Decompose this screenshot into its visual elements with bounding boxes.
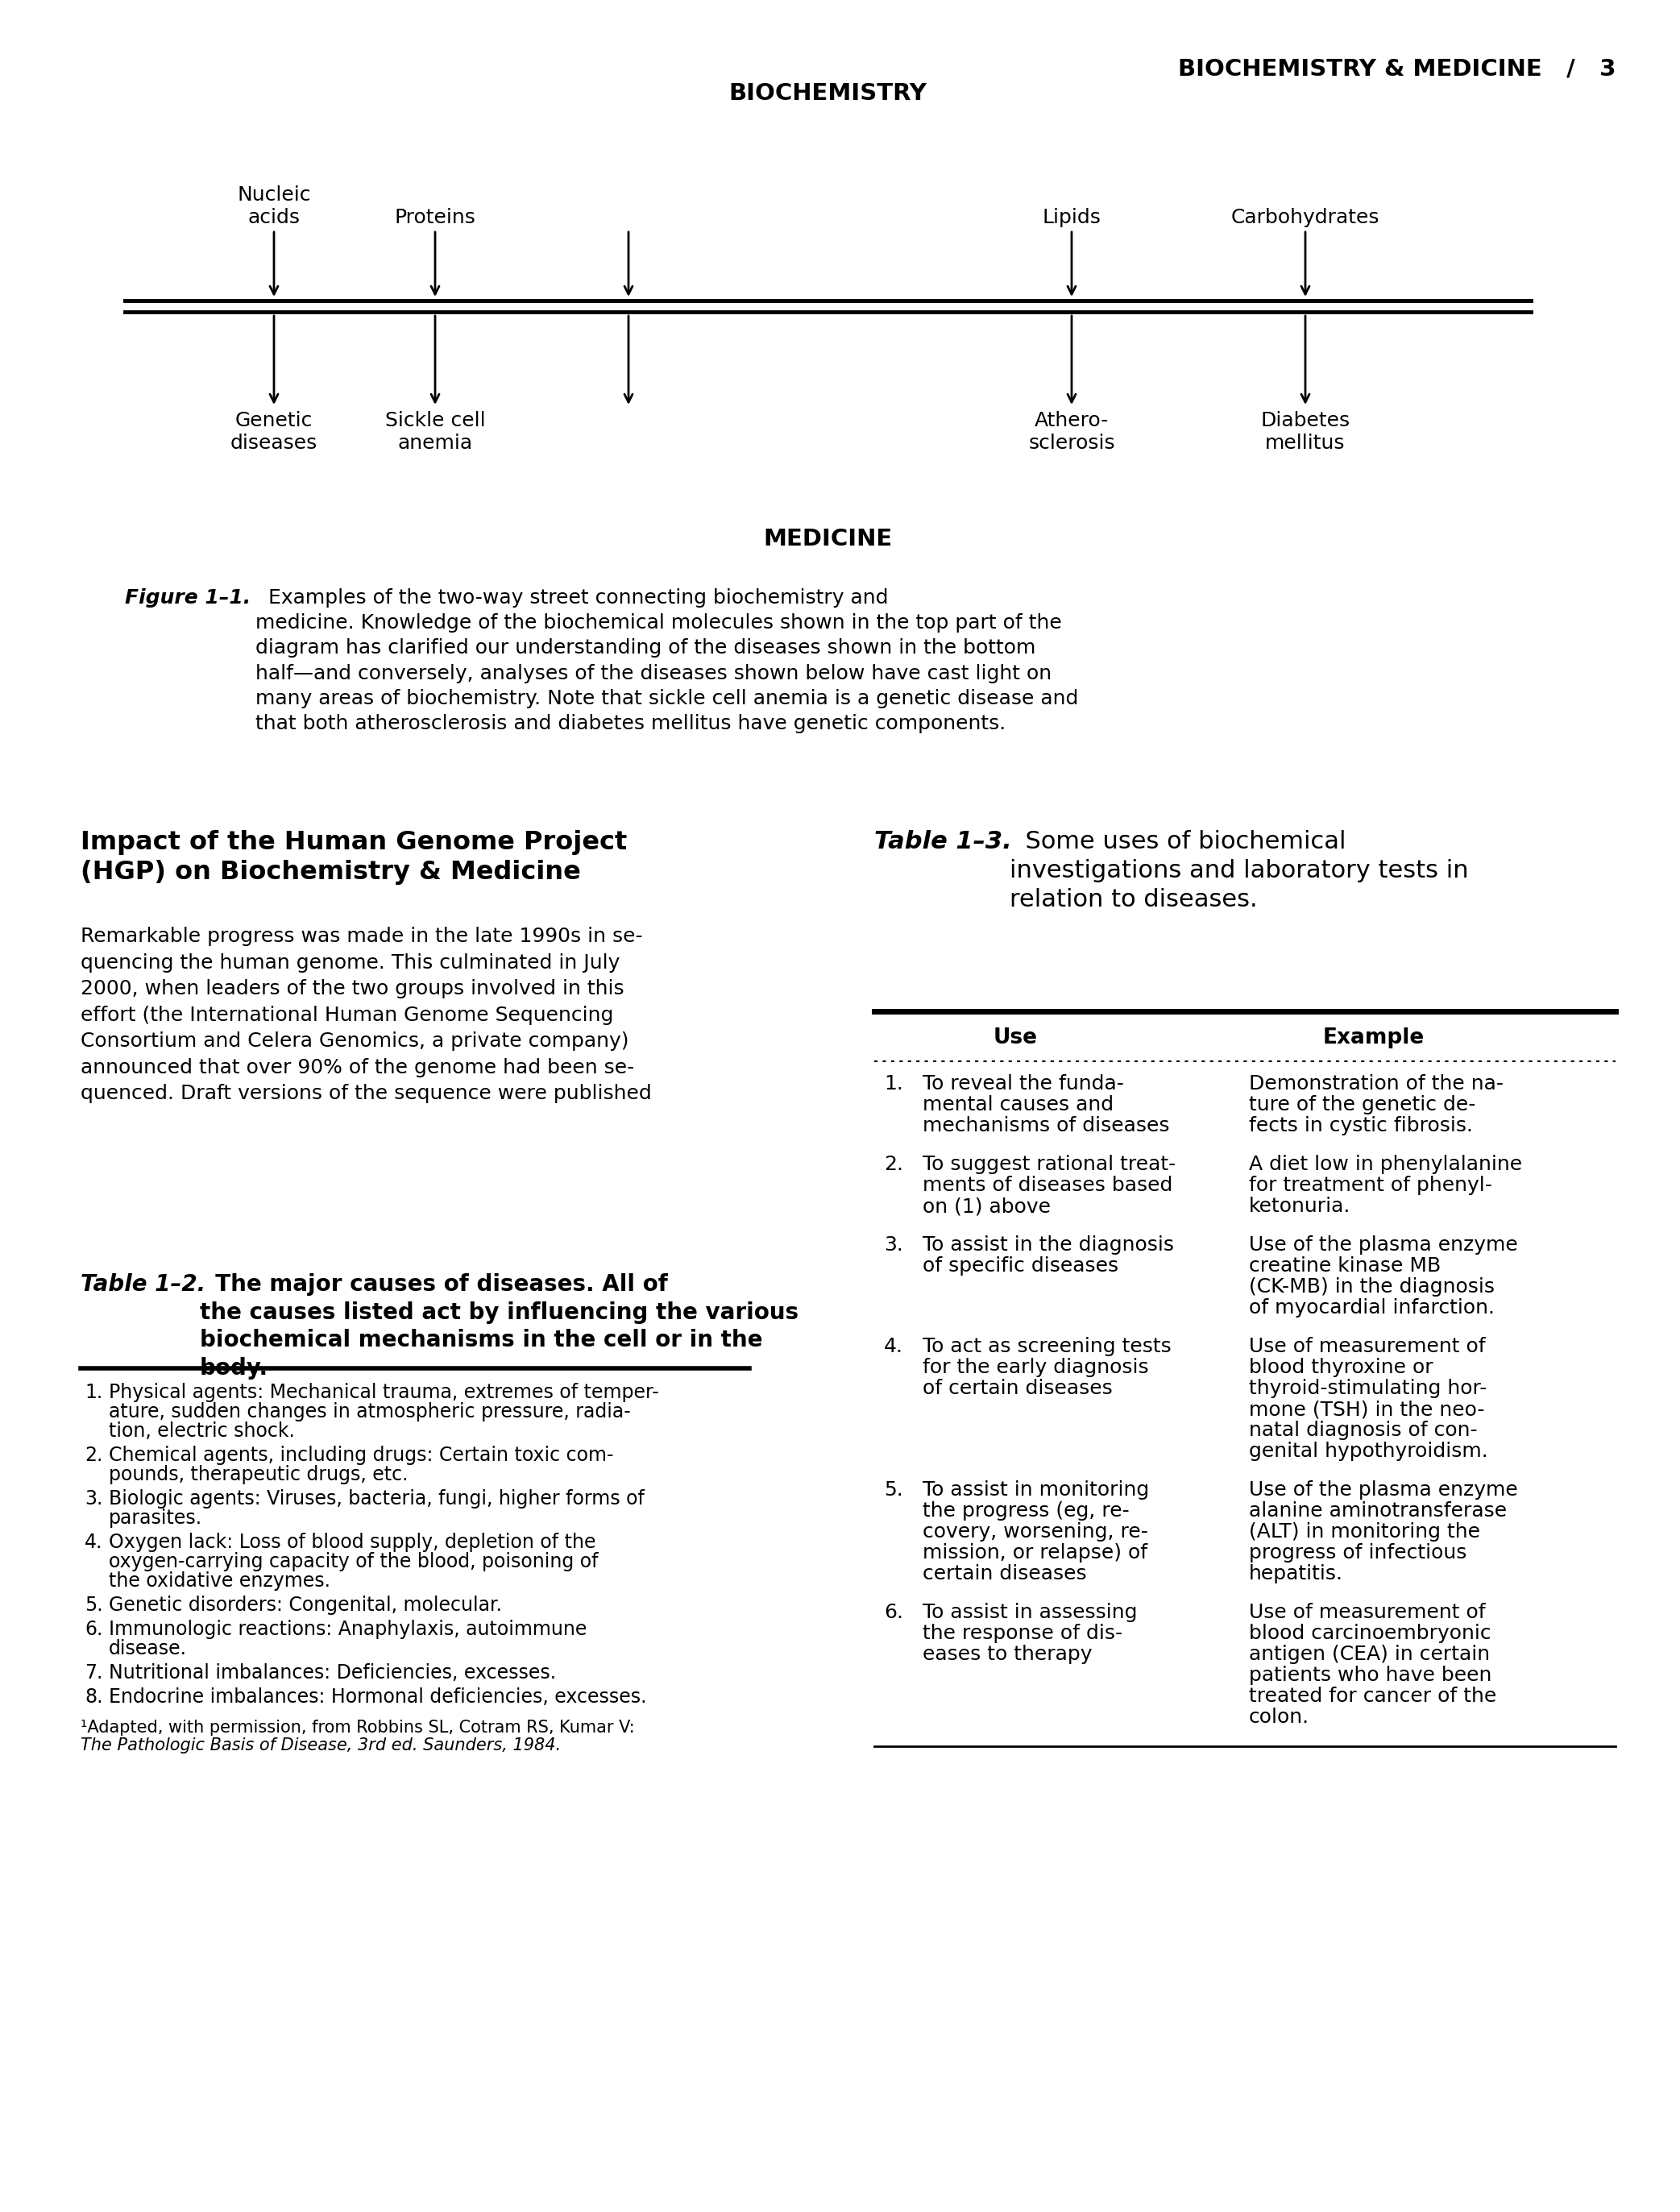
Text: of myocardial infarction.: of myocardial infarction. <box>1248 1298 1495 1318</box>
Text: Chemical agents, including drugs: Certain toxic com-: Chemical agents, including drugs: Certai… <box>109 1447 613 1464</box>
Text: To assist in assessing: To assist in assessing <box>922 1604 1137 1621</box>
Text: Use of the plasma enzyme: Use of the plasma enzyme <box>1248 1480 1517 1500</box>
Text: Endocrine imbalances: Hormonal deficiencies, excesses.: Endocrine imbalances: Hormonal deficienc… <box>109 1688 647 1708</box>
Text: 4.: 4. <box>84 1533 102 1553</box>
Text: Table 1–2.: Table 1–2. <box>81 1274 205 1296</box>
Text: tion, electric shock.: tion, electric shock. <box>109 1422 294 1440</box>
Text: progress of infectious: progress of infectious <box>1248 1544 1467 1562</box>
Text: 6.: 6. <box>884 1604 904 1621</box>
Text: BIOCHEMISTRY: BIOCHEMISTRY <box>729 82 927 104</box>
Text: Figure 1–1.: Figure 1–1. <box>124 588 250 608</box>
Text: 3.: 3. <box>84 1489 102 1509</box>
Text: Nutritional imbalances: Deficiencies, excesses.: Nutritional imbalances: Deficiencies, ex… <box>109 1663 556 1683</box>
Text: To reveal the funda-: To reveal the funda- <box>922 1075 1124 1093</box>
Text: fects in cystic fibrosis.: fects in cystic fibrosis. <box>1248 1117 1473 1135</box>
Text: thyroid-stimulating hor-: thyroid-stimulating hor- <box>1248 1378 1487 1398</box>
Text: parasites.: parasites. <box>109 1509 202 1528</box>
Text: genital hypothyroidism.: genital hypothyroidism. <box>1248 1442 1488 1460</box>
Text: for the early diagnosis: for the early diagnosis <box>922 1358 1149 1378</box>
Text: mission, or relapse) of: mission, or relapse) of <box>922 1544 1147 1562</box>
Text: 1.: 1. <box>84 1382 102 1402</box>
Text: natal diagnosis of con-: natal diagnosis of con- <box>1248 1420 1477 1440</box>
Text: Use of the plasma enzyme: Use of the plasma enzyme <box>1248 1234 1517 1254</box>
Text: 2.: 2. <box>84 1447 102 1464</box>
Text: To assist in the diagnosis: To assist in the diagnosis <box>922 1234 1174 1254</box>
Text: for treatment of phenyl-: for treatment of phenyl- <box>1248 1177 1492 1194</box>
Text: To suggest rational treat-: To suggest rational treat- <box>922 1155 1176 1175</box>
Text: of certain diseases: of certain diseases <box>922 1378 1112 1398</box>
Text: certain diseases: certain diseases <box>922 1564 1087 1584</box>
Text: To act as screening tests: To act as screening tests <box>922 1336 1171 1356</box>
Text: A diet low in phenylalanine: A diet low in phenylalanine <box>1248 1155 1522 1175</box>
Text: Proteins: Proteins <box>395 208 475 228</box>
Text: Physical agents: Mechanical trauma, extremes of temper-: Physical agents: Mechanical trauma, extr… <box>109 1382 659 1402</box>
Text: 5.: 5. <box>84 1595 102 1615</box>
Text: ature, sudden changes in atmospheric pressure, radia-: ature, sudden changes in atmospheric pre… <box>109 1402 630 1422</box>
Text: the oxidative enzymes.: the oxidative enzymes. <box>109 1571 331 1590</box>
Text: Demonstration of the na-: Demonstration of the na- <box>1248 1075 1504 1093</box>
Text: 6.: 6. <box>84 1619 102 1639</box>
Text: antigen (CEA) in certain: antigen (CEA) in certain <box>1248 1646 1490 1663</box>
Text: mental causes and: mental causes and <box>922 1095 1114 1115</box>
Text: BIOCHEMISTRY & MEDICINE   /   3: BIOCHEMISTRY & MEDICINE / 3 <box>1178 58 1616 80</box>
Text: Biologic agents: Viruses, bacteria, fungi, higher forms of: Biologic agents: Viruses, bacteria, fung… <box>109 1489 645 1509</box>
Text: The major causes of diseases. All of
the causes listed act by influencing the va: The major causes of diseases. All of the… <box>200 1274 798 1380</box>
Text: of specific diseases: of specific diseases <box>922 1256 1119 1276</box>
Text: 7.: 7. <box>84 1663 102 1683</box>
Text: Use of measurement of: Use of measurement of <box>1248 1336 1485 1356</box>
Text: Genetic disorders: Congenital, molecular.: Genetic disorders: Congenital, molecular… <box>109 1595 502 1615</box>
Text: Sickle cell
anemia: Sickle cell anemia <box>385 411 486 453</box>
Text: ketonuria.: ketonuria. <box>1248 1197 1351 1217</box>
Text: the response of dis-: the response of dis- <box>922 1624 1122 1644</box>
Text: alanine aminotransferase: alanine aminotransferase <box>1248 1502 1507 1520</box>
Text: patients who have been: patients who have been <box>1248 1666 1492 1686</box>
Text: Remarkable progress was made in the late 1990s in se-
quencing the human genome.: Remarkable progress was made in the late… <box>81 927 652 1104</box>
Text: the progress (eg, re-: the progress (eg, re- <box>922 1502 1129 1520</box>
Text: creatine kinase MB: creatine kinase MB <box>1248 1256 1441 1276</box>
Text: 3.: 3. <box>884 1234 904 1254</box>
Text: Carbohydrates: Carbohydrates <box>1231 208 1379 228</box>
Text: mone (TSH) in the neo-: mone (TSH) in the neo- <box>1248 1400 1485 1420</box>
Text: disease.: disease. <box>109 1639 186 1659</box>
Text: MEDICINE: MEDICINE <box>763 529 892 551</box>
Text: treated for cancer of the: treated for cancer of the <box>1248 1686 1497 1705</box>
Text: Use: Use <box>993 1026 1038 1048</box>
Text: colon.: colon. <box>1248 1708 1309 1728</box>
Text: Lipids: Lipids <box>1042 208 1100 228</box>
Text: Diabetes
mellitus: Diabetes mellitus <box>1260 411 1351 453</box>
Text: pounds, therapeutic drugs, etc.: pounds, therapeutic drugs, etc. <box>109 1464 408 1484</box>
Text: ments of diseases based: ments of diseases based <box>922 1177 1173 1194</box>
Text: (ALT) in monitoring the: (ALT) in monitoring the <box>1248 1522 1480 1542</box>
Text: covery, worsening, re-: covery, worsening, re- <box>922 1522 1147 1542</box>
Text: hepatitis.: hepatitis. <box>1248 1564 1344 1584</box>
Text: on (1) above: on (1) above <box>922 1197 1050 1217</box>
Text: (CK-MB) in the diagnosis: (CK-MB) in the diagnosis <box>1248 1276 1495 1296</box>
Text: Some uses of biochemical
investigations and laboratory tests in
relation to dise: Some uses of biochemical investigations … <box>1010 830 1468 911</box>
Text: mechanisms of diseases: mechanisms of diseases <box>922 1117 1169 1135</box>
Text: To assist in monitoring: To assist in monitoring <box>922 1480 1149 1500</box>
Text: ¹Adapted, with permission, from Robbins SL, Cotram RS, Kumar V:: ¹Adapted, with permission, from Robbins … <box>81 1719 635 1736</box>
Text: 1.: 1. <box>884 1075 904 1093</box>
Text: eases to therapy: eases to therapy <box>922 1646 1092 1663</box>
Text: Use of measurement of: Use of measurement of <box>1248 1604 1485 1621</box>
Text: Genetic
diseases: Genetic diseases <box>230 411 318 453</box>
Text: blood thyroxine or: blood thyroxine or <box>1248 1358 1433 1378</box>
Text: ture of the genetic de-: ture of the genetic de- <box>1248 1095 1475 1115</box>
Text: Example: Example <box>1322 1026 1425 1048</box>
Text: 2.: 2. <box>884 1155 904 1175</box>
Text: Nucleic
acids: Nucleic acids <box>237 186 311 228</box>
Text: oxygen-carrying capacity of the blood, poisoning of: oxygen-carrying capacity of the blood, p… <box>109 1553 598 1571</box>
Text: 4.: 4. <box>884 1336 904 1356</box>
Text: The Pathologic Basis of Disease, 3rd ed. Saunders, 1984.: The Pathologic Basis of Disease, 3rd ed.… <box>81 1736 561 1754</box>
Text: Oxygen lack: Loss of blood supply, depletion of the: Oxygen lack: Loss of blood supply, deple… <box>109 1533 596 1553</box>
Text: 5.: 5. <box>884 1480 904 1500</box>
Text: Athero-
sclerosis: Athero- sclerosis <box>1028 411 1116 453</box>
Text: 8.: 8. <box>84 1688 102 1708</box>
Text: Immunologic reactions: Anaphylaxis, autoimmune: Immunologic reactions: Anaphylaxis, auto… <box>109 1619 586 1639</box>
Text: Examples of the two-way street connecting biochemistry and
medicine. Knowledge o: Examples of the two-way street connectin… <box>255 588 1079 734</box>
Text: blood carcinoembryonic: blood carcinoembryonic <box>1248 1624 1492 1644</box>
Text: Table 1–3.: Table 1–3. <box>874 830 1011 854</box>
Text: Impact of the Human Genome Project
(HGP) on Biochemistry & Medicine: Impact of the Human Genome Project (HGP)… <box>81 830 627 885</box>
